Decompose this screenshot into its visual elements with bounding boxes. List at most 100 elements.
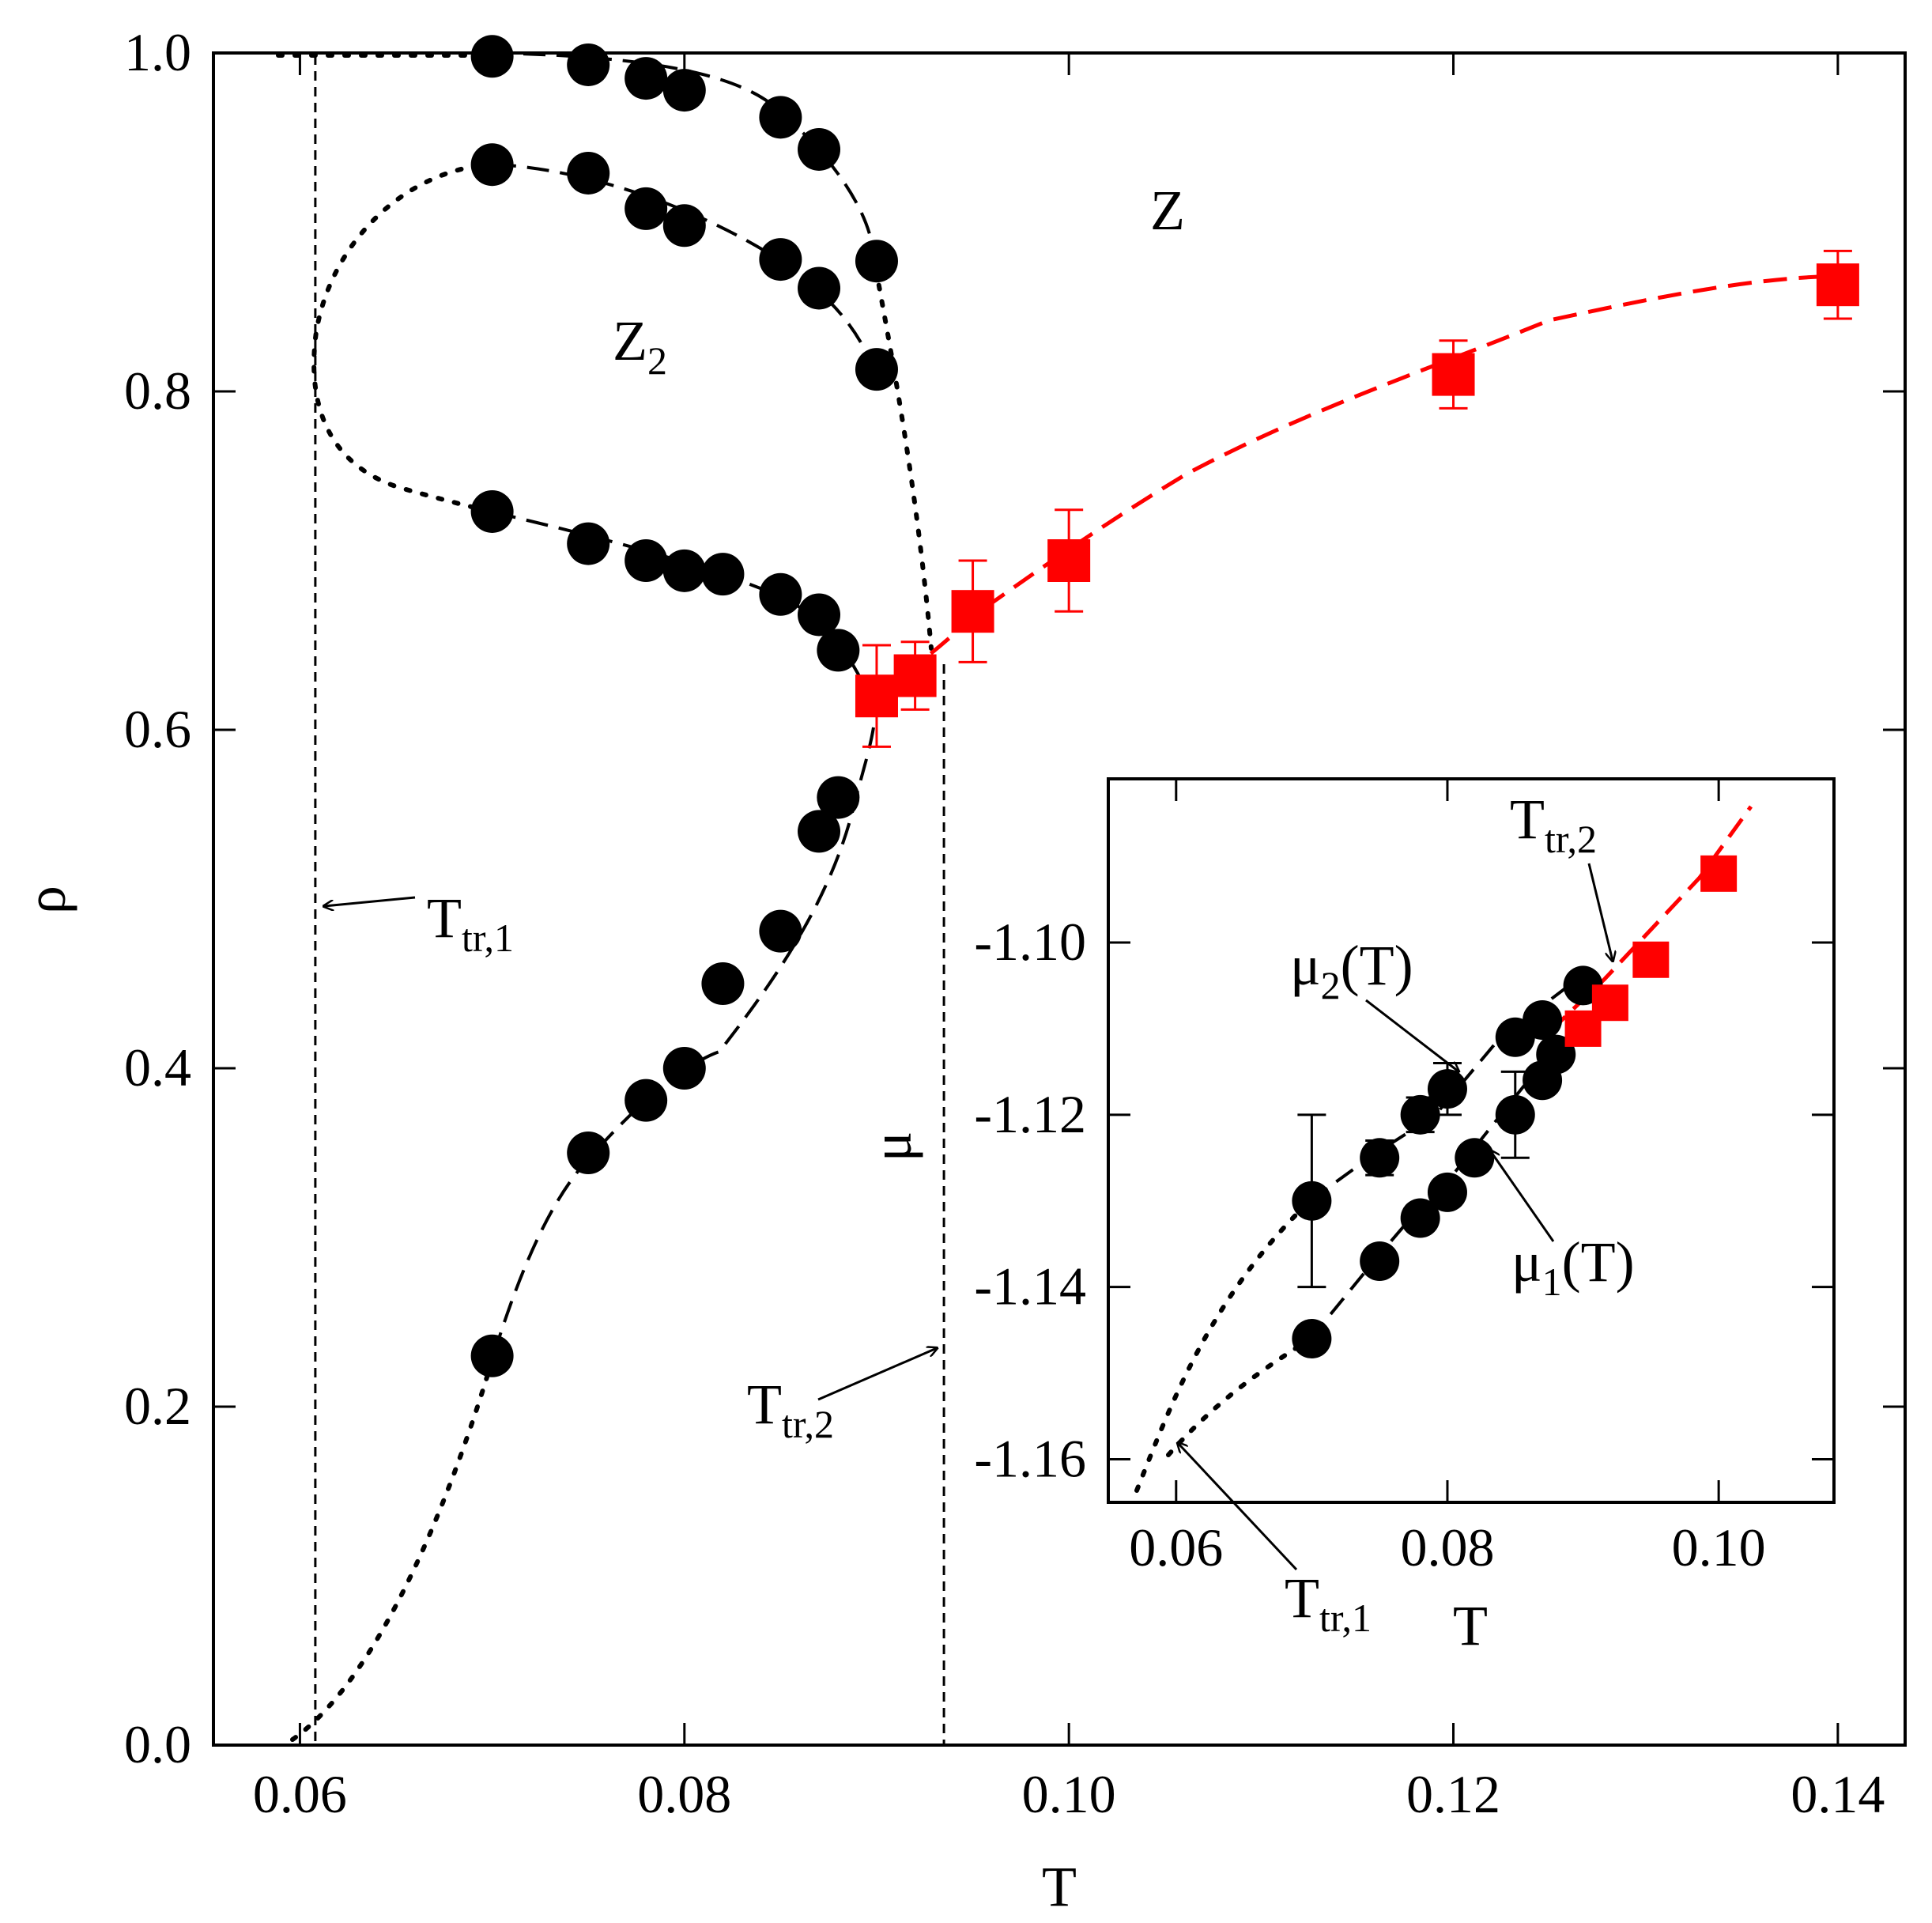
inset-xtick-label: 0.08 — [1400, 1517, 1494, 1577]
main-xtick-label: 0.06 — [253, 1764, 347, 1824]
data-point-branch-bottom — [701, 962, 745, 1005]
ttr2-arrow — [817, 1348, 937, 1401]
region-label-z2: Z2 — [613, 309, 667, 383]
data-point-branch-lower-middle — [625, 539, 668, 582]
upper-middle-branch-curve — [493, 163, 875, 368]
inset-mu1-label: μ1(T) — [1511, 1230, 1635, 1304]
main-ytick-label: 1.0 — [124, 22, 191, 82]
data-point-critical — [1632, 941, 1670, 978]
ttr2-label: Ttr,2 — [747, 1373, 834, 1446]
inset-mu2-dotted — [1134, 1198, 1313, 1493]
data-point-branch-bottom — [470, 1334, 514, 1377]
data-point-critical — [1700, 855, 1738, 892]
inset-xtick-label: 0.10 — [1672, 1517, 1766, 1577]
data-point-branch-lower-middle — [567, 522, 610, 565]
main-ytick-label: 0.4 — [124, 1037, 191, 1098]
data-point-branch-upper-middle — [567, 151, 610, 195]
inset-mu2-arrow — [1365, 999, 1458, 1071]
inset-mu2-label: μ2(T) — [1290, 934, 1413, 1007]
data-point-μ2(T) — [1400, 1094, 1440, 1135]
inset-mu2-label-sub: 2 — [1321, 963, 1341, 1007]
inset-critical-curve — [1548, 805, 1753, 1033]
data-point-branch-top — [567, 43, 610, 86]
data-point-critical-line — [1816, 263, 1859, 307]
inset-mu1-dotted — [1166, 1336, 1313, 1457]
inset-ttr2-label: Ttr,2 — [1510, 788, 1597, 861]
data-point-μ1(T) — [1360, 1241, 1400, 1281]
data-point-branch-lower-middle — [662, 549, 706, 592]
main-y-axis-title: ρ — [14, 886, 77, 914]
main-x-axis-title: T — [1042, 1855, 1077, 1918]
inset-y-axis-title: μ — [860, 1132, 923, 1162]
data-point-critical-line — [1047, 539, 1091, 582]
data-point-branch-top — [625, 57, 668, 100]
inset-ttr1-label-sub: tr,1 — [1319, 1596, 1372, 1640]
data-point-μ1(T) — [1292, 1319, 1332, 1359]
ttr1-arrow — [324, 896, 416, 906]
data-point-branch-top — [798, 127, 841, 171]
data-point-branch-bottom — [759, 909, 802, 953]
inset-mu1-label-sub: 1 — [1542, 1260, 1562, 1304]
inset-ytick-label: -1.10 — [974, 912, 1086, 972]
bottom-branch-dotted — [290, 1351, 496, 1742]
data-point-branch-upper-middle — [855, 348, 898, 391]
main-xtick-label: 0.10 — [1022, 1764, 1116, 1824]
inset-ttr1-arrow — [1178, 1443, 1298, 1571]
region-label-z2-main: Z — [613, 309, 647, 372]
data-point-μ1(T) — [1427, 1172, 1467, 1212]
inset-series — [1292, 855, 1738, 1359]
inset-ttr1-label: Ttr,1 — [1285, 1566, 1372, 1640]
main-series — [470, 35, 1859, 1377]
ttr2-label-main: T — [747, 1373, 782, 1436]
data-point-branch-lower-middle — [470, 489, 514, 533]
inset-ttr2-arrow — [1587, 863, 1613, 961]
data-point-branch-top — [759, 96, 802, 139]
inset-mu1-label-paren: (T) — [1562, 1230, 1635, 1294]
inset-ytick-label: -1.16 — [974, 1429, 1086, 1489]
inset-mu2-label-main: μ — [1290, 934, 1321, 997]
inset-mu2-curve — [1309, 979, 1606, 1202]
inset-mu1-label-main: μ — [1511, 1230, 1542, 1294]
data-point-μ2(T) — [1427, 1069, 1467, 1109]
inset-ttr2-label-main: T — [1510, 788, 1545, 851]
main-ytick-label: 0.0 — [124, 1714, 191, 1774]
data-point-branch-lower-middle — [759, 572, 802, 616]
z2-loop-dotted — [311, 162, 496, 515]
data-point-branch-bottom — [625, 1079, 668, 1122]
inset-mu2-label-paren: (T) — [1341, 934, 1413, 997]
data-point-branch-upper-middle — [759, 238, 802, 281]
main-ytick-label: 0.6 — [124, 699, 191, 759]
region-label-z2-sub: 2 — [647, 338, 667, 383]
main-ticks: 0.06 0.08 0.10 0.12 0.14 0.0 0.2 0.4 0.6 0.8 1.0 — [124, 22, 1905, 1824]
data-point-branch-lower-middle — [798, 593, 841, 637]
inset-ttr2-label-sub: tr,2 — [1545, 817, 1597, 861]
data-point-branch-top — [662, 69, 706, 112]
inset-ytick-label: -1.14 — [974, 1256, 1086, 1317]
data-point-μ1(T) — [1495, 1094, 1535, 1135]
inset-xtick-label: 0.06 — [1129, 1517, 1223, 1577]
inset-plot: 0.06 0.08 0.10 -1.16 -1.14 -1.12 -1.10 T μ Ttr… — [860, 777, 1836, 1657]
data-point-branch-lower-middle — [817, 629, 860, 672]
main-axes-frame — [212, 51, 1907, 1747]
data-point-branch-bottom — [817, 776, 860, 819]
data-point-critical — [1591, 984, 1628, 1022]
inset-x-axis-title: T — [1453, 1594, 1488, 1657]
inset-ttr1-label-main: T — [1285, 1566, 1319, 1630]
ttr1-label-sub: tr,1 — [462, 916, 514, 960]
region-label-z: Z — [1150, 179, 1185, 242]
data-point-branch-top — [855, 240, 898, 283]
ttr2-label-sub: tr,2 — [782, 1402, 834, 1446]
ttr1-label-main: T — [427, 886, 462, 950]
main-xtick-label: 0.08 — [637, 1764, 731, 1824]
data-point-branch-top — [470, 35, 514, 78]
data-point-critical-line — [1432, 353, 1475, 396]
data-point-μ2(T) — [1360, 1138, 1400, 1178]
top-branch-dotted-lower — [874, 266, 934, 651]
data-point-branch-bottom — [798, 810, 841, 853]
data-point-branch-upper-middle — [470, 143, 514, 187]
main-xtick-label: 0.12 — [1406, 1764, 1500, 1824]
critical-line-curve — [872, 274, 1819, 698]
main-ytick-label: 0.8 — [124, 361, 191, 421]
data-point-branch-lower-middle — [701, 553, 745, 596]
